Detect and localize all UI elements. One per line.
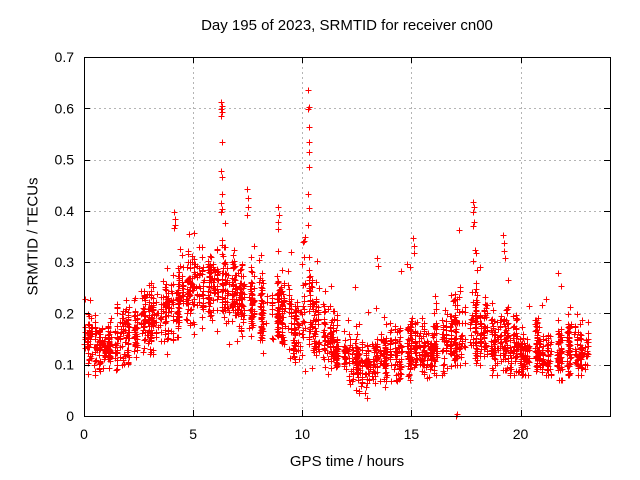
y-tick-label: 0.5 — [55, 152, 75, 168]
y-tick-label: 0.3 — [55, 254, 75, 270]
chart-title: Day 195 of 2023, SRMTID for receiver cn0… — [201, 17, 493, 34]
y-tick-label: 0.6 — [55, 100, 75, 116]
plot-border — [84, 57, 611, 417]
x-tick-label: 10 — [294, 426, 310, 442]
y-tick-label: 0.4 — [55, 203, 75, 219]
x-tick-label: 5 — [189, 426, 197, 442]
data-points — [81, 87, 592, 420]
x-axis-label: GPS time / hours — [289, 453, 405, 470]
x-tick-label: 20 — [513, 426, 529, 442]
y-tick-label: 0.2 — [55, 305, 75, 321]
x-tick-label: 15 — [404, 426, 420, 442]
x-tick-label: 0 — [80, 426, 88, 442]
y-axis-label: SRMTID / TECUs — [24, 177, 42, 296]
y-tick-label: 0.7 — [55, 49, 75, 65]
y-tick-label: 0.1 — [55, 357, 75, 373]
y-tick-label: 0 — [66, 408, 74, 424]
